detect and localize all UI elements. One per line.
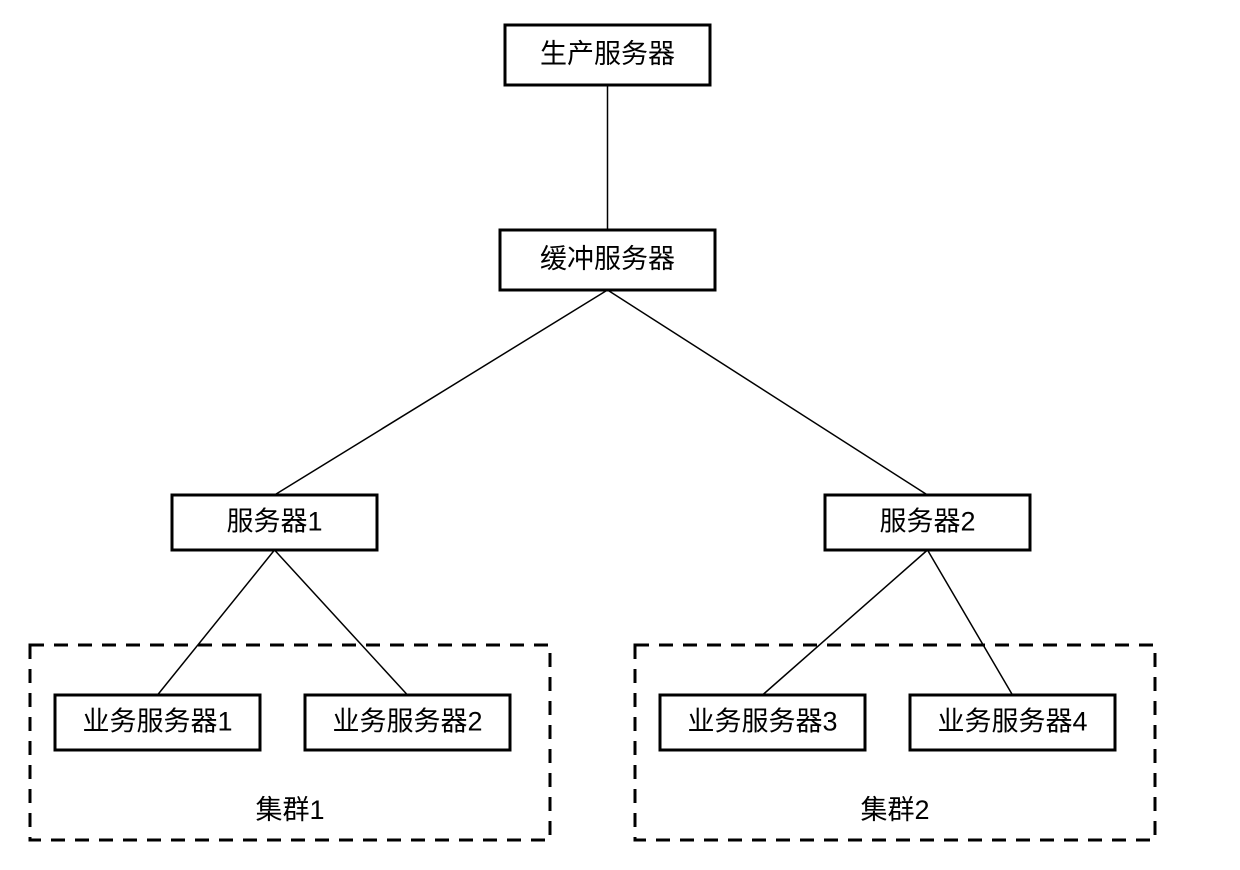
cluster-label-c1: 集群1 <box>255 795 324 825</box>
node-label-biz2: 业务服务器2 <box>332 707 482 737</box>
cluster-label-c2: 集群2 <box>860 795 929 825</box>
edge-srv2-biz3 <box>763 550 928 695</box>
node-label-srv2: 服务器2 <box>879 507 975 537</box>
node-label-biz1: 业务服务器1 <box>82 707 232 737</box>
edge-srv2-biz4 <box>928 550 1013 695</box>
edge-srv1-biz2 <box>275 550 408 695</box>
node-label-biz3: 业务服务器3 <box>687 707 837 737</box>
node-label-biz4: 业务服务器4 <box>937 707 1087 737</box>
nodes-group <box>55 25 1115 750</box>
edge-buffer-srv2 <box>608 290 928 495</box>
node-label-buffer: 缓冲服务器 <box>540 244 675 274</box>
node-label-srv1: 服务器1 <box>226 507 322 537</box>
architecture-diagram: 集群1 集群2 生产服务器缓冲服务器服务器1 服务器2 业务服务器1 业务服务器2 业务服务… <box>0 0 1240 870</box>
node-label-prod: 生产服务器 <box>540 39 675 69</box>
edge-srv1-biz1 <box>158 550 275 695</box>
edges-group <box>158 85 1013 695</box>
edge-buffer-srv1 <box>275 290 608 495</box>
